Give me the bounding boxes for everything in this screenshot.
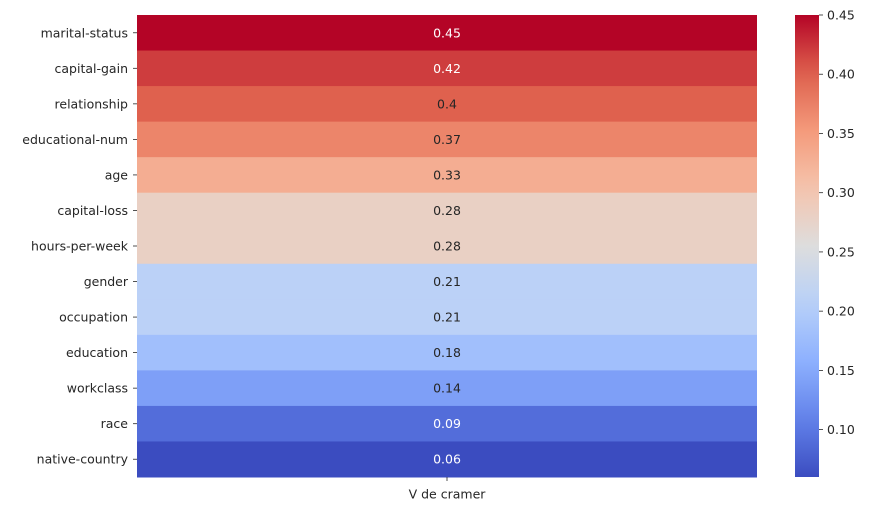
- heatmap-cell: [137, 157, 757, 194]
- row-label: capital-gain: [55, 61, 128, 76]
- row-label: native-country: [37, 452, 129, 467]
- row-label: marital-status: [41, 25, 128, 40]
- cell-value-label: 0.28: [433, 239, 461, 254]
- y-axis-tick-labels: marital-status capital-gain relationship ed…: [22, 25, 137, 467]
- colorbar-tick-label: 0.30: [827, 185, 855, 200]
- heatmap-cell: [137, 15, 757, 52]
- heatmap-cell: [137, 441, 757, 478]
- heatmap-cell: [137, 228, 757, 265]
- heatmap-cell: [137, 370, 757, 407]
- cell-value-label: 0.37: [433, 132, 461, 147]
- row-label: relationship: [55, 96, 129, 111]
- row-label: age: [105, 167, 129, 182]
- heatmap-cell: [137, 50, 757, 87]
- cell-value-label: 0.42: [433, 61, 461, 76]
- row-label: capital-loss: [57, 203, 128, 218]
- x-axis-tick-labels: V de cramer: [409, 477, 487, 502]
- colorbar-gradient: [795, 15, 819, 477]
- colorbar: 0.10 0.15 0.20 0.25 0.30 0.35 0.40 0.45: [795, 8, 855, 477]
- x-axis-category-label: V de cramer: [409, 487, 487, 502]
- row-label: educational-num: [22, 132, 128, 147]
- cell-value-label: 0.06: [433, 452, 461, 467]
- row-label: hours-per-week: [31, 239, 129, 254]
- colorbar-tick-label: 0.20: [827, 304, 855, 319]
- heatmap-cell: [137, 334, 757, 371]
- cell-value-label: 0.21: [433, 310, 461, 325]
- colorbar-tick-label: 0.25: [827, 244, 855, 259]
- heatmap-cell: [137, 192, 757, 229]
- heatmap-cell: [137, 121, 757, 158]
- colorbar-tick-label: 0.40: [827, 67, 855, 82]
- row-label: race: [101, 416, 129, 431]
- row-label: education: [66, 345, 128, 360]
- cell-value-label: 0.45: [433, 25, 461, 40]
- cell-value-label: 0.28: [433, 203, 461, 218]
- cell-value-label: 0.18: [433, 345, 461, 360]
- row-label: workclass: [67, 381, 128, 396]
- cell-value-label: 0.4: [437, 96, 457, 111]
- heatmap-cells: 0.45 0.42 0.4 0.37 0.33 0.28 0.28 0.21 0.21 0.18 0…: [137, 15, 757, 478]
- heatmap-cell: [137, 405, 757, 442]
- cell-value-label: 0.14: [433, 381, 461, 396]
- heatmap-cell: [137, 263, 757, 300]
- cell-value-label: 0.09: [433, 416, 461, 431]
- cell-value-label: 0.33: [433, 167, 461, 182]
- colorbar-tick-label: 0.10: [827, 422, 855, 437]
- colorbar-tick-label: 0.45: [827, 8, 855, 23]
- row-label: occupation: [59, 310, 128, 325]
- colorbar-tick-label: 0.15: [827, 363, 855, 378]
- colorbar-tick-label: 0.35: [827, 126, 855, 141]
- cell-value-label: 0.21: [433, 274, 461, 289]
- heatmap-cell: [137, 299, 757, 336]
- heatmap-cell: [137, 86, 757, 123]
- row-label: gender: [84, 274, 129, 289]
